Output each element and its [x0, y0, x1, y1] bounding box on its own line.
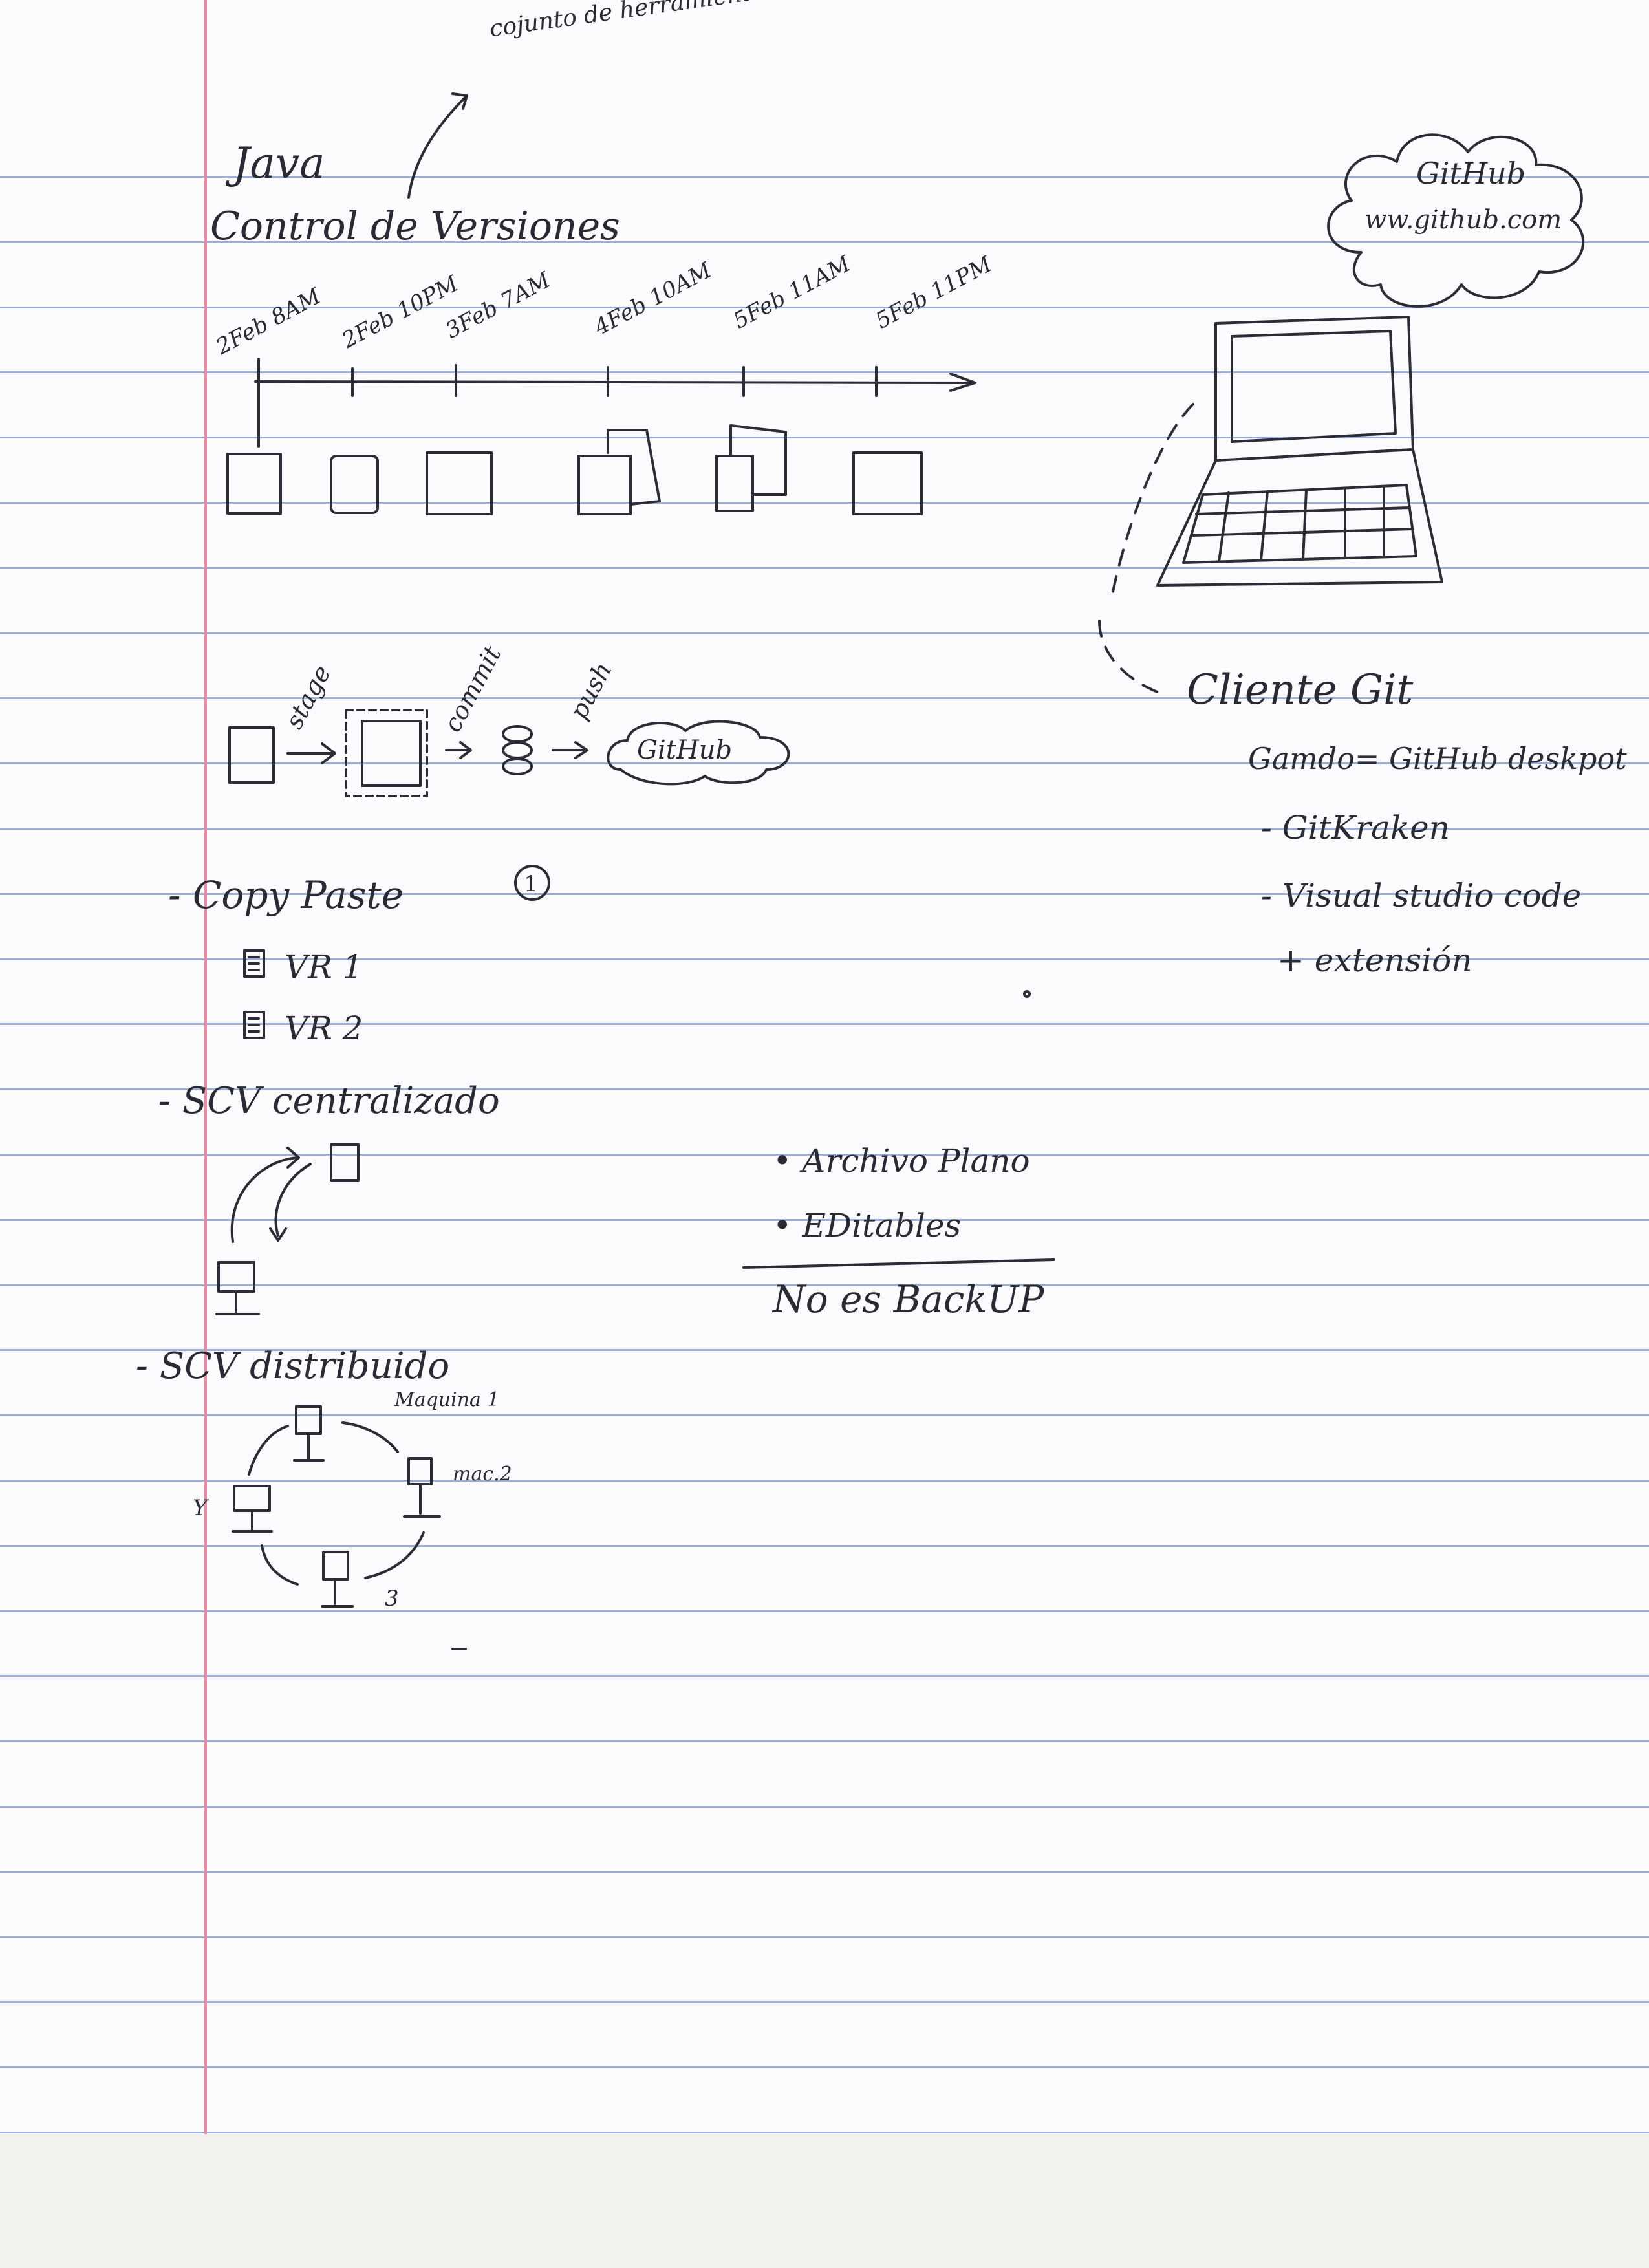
ruled-line: [0, 632, 1649, 634]
ruled-line: [0, 2066, 1649, 2068]
ruled-line: [0, 697, 1649, 699]
connector-dash-icon: [1098, 403, 1194, 693]
cloud-url: ww.github.com: [1364, 205, 1562, 235]
ruled-line: [0, 567, 1649, 569]
version-1: VR 1: [285, 948, 363, 986]
file-icons: [243, 949, 265, 1039]
ruled-line: [0, 502, 1649, 504]
badge-circle-icon: [514, 865, 550, 901]
ruled-line: [0, 1284, 1649, 1286]
margin-line: [204, 0, 207, 2134]
ruled-line: [0, 1480, 1649, 1482]
client-title: Cliente Git: [1187, 666, 1414, 714]
node-label-4: Y: [193, 1495, 208, 1521]
ruled-line: [0, 1349, 1649, 1351]
archive-line-1: • Archivo Plano: [773, 1142, 1030, 1180]
ruled-line: [0, 1675, 1649, 1677]
node-label-3: 3: [385, 1586, 399, 1612]
client-item-4: + extensión: [1277, 942, 1472, 979]
ruled-line: [0, 437, 1649, 438]
version-documents-icon: [226, 424, 923, 515]
distributed-title: - SCV distribuido: [136, 1345, 450, 1387]
ruled-line: [0, 1806, 1649, 1808]
ruled-line: [0, 371, 1649, 373]
archive-line-2: • EDitables: [773, 1207, 962, 1244]
ruled-line: [0, 2001, 1649, 2003]
client-item-1: Gamdo= GitHub deskpot: [1248, 741, 1627, 776]
client-item-2: - GitKraken: [1261, 809, 1450, 847]
client-item-3: - Visual studio code: [1261, 877, 1582, 914]
centralized-title: - SCV centralizado: [158, 1080, 500, 1122]
ruled-line: [0, 1871, 1649, 1873]
ruled-line: [0, 893, 1649, 895]
archive-line-3: No es BackUP: [773, 1277, 1044, 1321]
timeline-icon: [254, 358, 976, 448]
ruled-line: [0, 241, 1649, 243]
cloud-icon: [1327, 133, 1585, 308]
page-subtitle: Control de Versiones: [210, 204, 620, 249]
ruled-line: [0, 1414, 1649, 1416]
github-cloud-label: GitHub: [637, 735, 733, 765]
cloud-name: GitHub: [1416, 156, 1526, 191]
version-2: VR 2: [285, 1010, 363, 1047]
ruled-line: [0, 1023, 1649, 1025]
ruled-line: [0, 307, 1649, 308]
ruled-line: [0, 1740, 1649, 1742]
scan-background: [0, 2134, 1649, 2268]
laptop-icon: [1156, 316, 1443, 587]
ruled-line: [0, 2132, 1649, 2133]
node-label-1: Maquina 1: [394, 1388, 500, 1411]
ruled-line: [0, 1610, 1649, 1612]
ruled-line: [0, 828, 1649, 830]
copy-paste-badge: 1: [524, 871, 538, 897]
copy-paste-title: - Copy Paste: [168, 873, 404, 917]
ruled-line: [0, 1545, 1649, 1547]
ruled-line: [0, 762, 1649, 764]
ruled-line: [0, 1154, 1649, 1156]
node-label-2: mac.2: [453, 1463, 512, 1485]
ruled-line: [0, 958, 1649, 960]
annotation-arrow-icon: [407, 92, 468, 199]
page-title: Java: [233, 138, 325, 188]
sketch-layer: [215, 92, 1585, 1650]
stray-dot: [1023, 990, 1031, 998]
distributed-network-icon: [232, 1405, 441, 1608]
workflow-icon: [228, 709, 790, 797]
centralized-diagram-icon: [215, 1143, 360, 1315]
underline-divider: [742, 1258, 1055, 1269]
ruled-line: [0, 1219, 1649, 1221]
ruled-line: [0, 176, 1649, 178]
ruled-line: [0, 1088, 1649, 1090]
ruled-line: [0, 1936, 1649, 1938]
